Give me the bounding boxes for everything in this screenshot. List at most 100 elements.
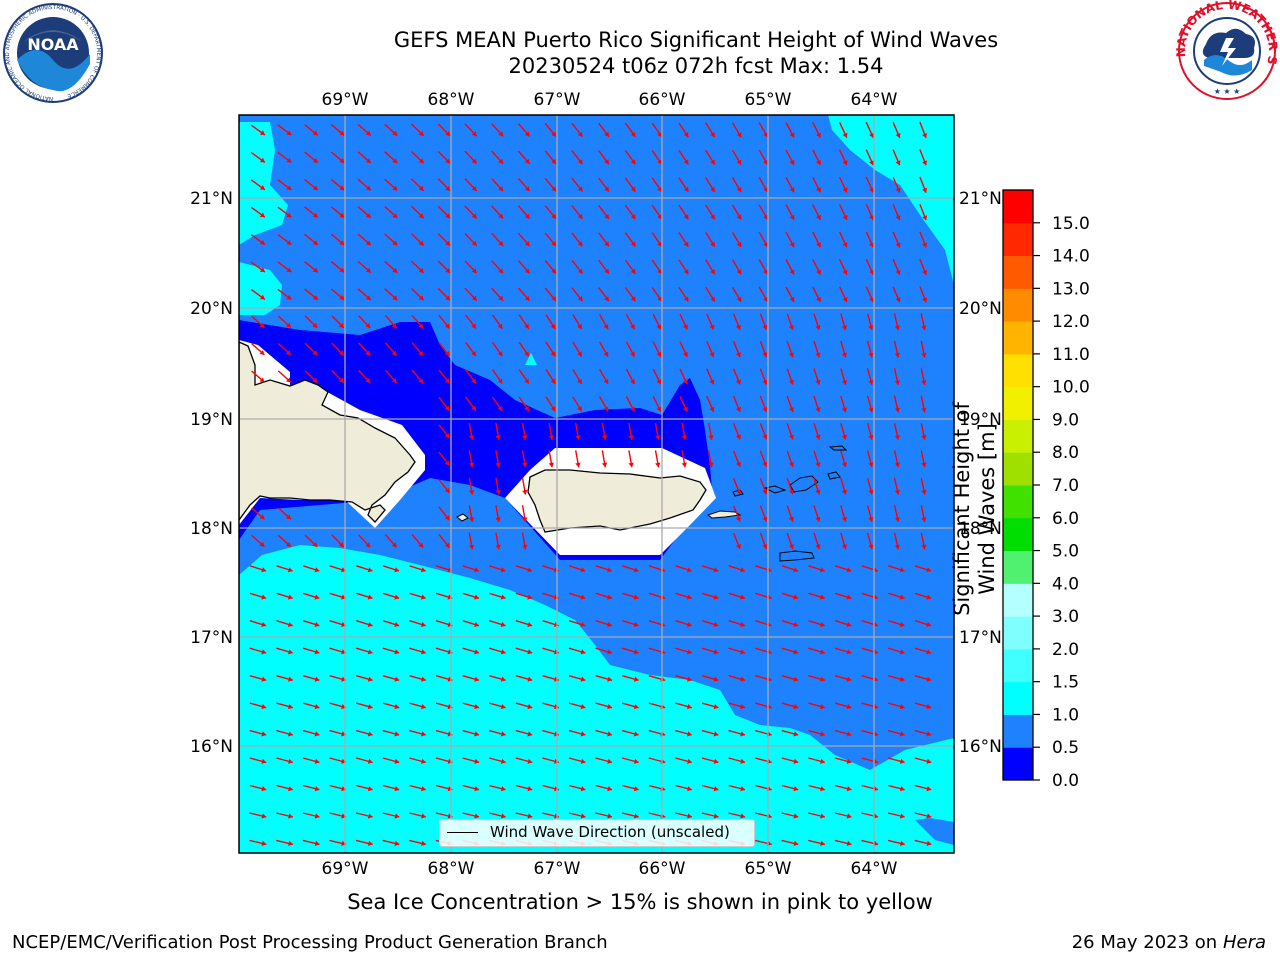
wind-wave-arrowhead	[816, 160, 821, 165]
wind-wave-arrowhead	[899, 621, 905, 627]
wind-wave-arrowhead	[418, 185, 424, 191]
wind-wave-arrowhead	[603, 379, 609, 384]
wind-wave-arrowhead	[498, 268, 504, 274]
wind-wave-arrowhead	[869, 297, 874, 303]
wind-wave-arrowhead	[793, 840, 799, 846]
wind-wave-arrowhead	[604, 159, 609, 165]
wind-wave-arrowhead	[524, 131, 530, 137]
wind-wave-arrowhead	[846, 704, 852, 710]
wind-wave-arrowhead	[577, 296, 583, 302]
wind-wave-arrowhead	[816, 242, 821, 248]
wind-wave-arrowhead	[577, 131, 583, 137]
cyan-south-region	[239, 545, 954, 853]
wind-wave-arrowhead	[527, 621, 533, 627]
wind-wave-arrowhead	[868, 489, 874, 495]
sea-ice-note: Sea Ice Concentration > 15% is shown in …	[347, 890, 933, 914]
wind-wave-arrowhead	[527, 567, 533, 573]
wind-wave-arrowhead	[604, 241, 609, 247]
wind-wave-arrowhead	[815, 516, 821, 522]
wind-wave-arrowhead	[633, 758, 639, 764]
wind-wave-arrowhead	[498, 213, 504, 219]
wind-wave-arrowhead	[686, 567, 692, 573]
wind-wave-arrowhead	[687, 758, 692, 764]
wind-wave-arrowhead	[551, 131, 556, 137]
wind-wave-arrowhead	[921, 407, 927, 413]
wind-wave-arrowhead	[869, 269, 874, 275]
lat-label: 20°N	[959, 299, 1002, 319]
wind-wave-arrowhead	[524, 213, 530, 219]
wind-wave-arrowhead	[894, 435, 900, 440]
wind-wave-arrowhead	[577, 159, 583, 165]
wind-wave-arrowhead	[286, 212, 292, 218]
wind-wave-arrowhead	[286, 267, 292, 273]
wind-wave-arrowhead	[842, 160, 848, 166]
wind-wave-arrowhead	[474, 676, 479, 682]
wind-wave-arrowhead	[815, 434, 821, 440]
noaa-logo: NOAA NATIONAL OCEANIC AND ATMOSPHERIC AD…	[2, 2, 104, 104]
colorbar-tick-label: 6.0	[1052, 509, 1079, 529]
wind-wave-arrowhead	[819, 649, 825, 655]
wind-wave-arrowhead	[762, 516, 768, 522]
wind-wave-arrowhead	[288, 758, 293, 764]
wind-wave-arrowhead	[444, 323, 450, 329]
wind-wave-arrowhead	[365, 213, 371, 218]
wind-wave-arrowhead	[657, 269, 662, 274]
lat-label: 18°N	[959, 519, 1002, 539]
lat-label: 21°N	[959, 189, 1002, 209]
lon-label: 67°W	[534, 859, 581, 879]
wind-wave-arrowhead	[261, 758, 267, 764]
wind-wave-arrowhead	[899, 731, 905, 737]
wind-wave-arrowhead	[869, 187, 874, 193]
wind-wave-arrowhead	[656, 351, 662, 357]
wind-wave-arrowhead	[471, 295, 477, 301]
wind-wave-arrowhead	[338, 350, 344, 356]
wind-wave-arrowhead	[846, 649, 852, 655]
wind-wave-arrowhead	[740, 786, 745, 792]
wind-wave-arrowhead	[868, 544, 874, 550]
wind-wave-arrowhead	[926, 649, 932, 655]
wind-wave-arrowhead	[736, 132, 742, 138]
wind-wave-arrowhead	[259, 514, 265, 520]
lon-label: 68°W	[428, 90, 475, 110]
wind-wave-arrowhead	[709, 324, 715, 330]
island-st-croix	[779, 550, 815, 562]
wind-wave-arrowhead	[444, 515, 450, 521]
wind-wave-arrowhead	[474, 731, 479, 737]
wind-wave-arrowhead	[312, 240, 318, 245]
wind-wave-arrowhead	[607, 786, 612, 792]
wind-wave-arrowhead	[687, 731, 692, 737]
wind-wave-arrowhead	[815, 379, 821, 385]
wind-wave-arrowhead	[500, 813, 506, 819]
wind-wave-arrowhead	[842, 214, 848, 220]
wind-wave-arrowhead	[339, 295, 345, 300]
wind-wave-arrowhead	[500, 594, 506, 600]
wind-wave-arrowhead	[420, 621, 426, 627]
wind-wave-arrowhead	[630, 268, 636, 274]
wind-wave-arrowhead	[630, 159, 636, 165]
wind-wave-arrowhead	[524, 158, 530, 164]
wind-wave-arrowhead	[444, 487, 450, 493]
colorbar-segment	[1003, 288, 1033, 322]
wind-wave-arrowhead	[259, 239, 265, 245]
wind-wave-arrowhead	[418, 542, 424, 548]
wind-wave-arrowhead	[314, 786, 320, 792]
wind-wave-arrowhead	[894, 489, 900, 495]
wind-wave-arrowhead	[312, 322, 318, 328]
colorbar-segment	[1003, 648, 1033, 683]
wind-wave-arrowhead	[788, 489, 794, 495]
wind-wave-arrowhead	[314, 649, 320, 655]
wind-wave-arrowhead	[418, 131, 424, 136]
wind-wave-arrowhead	[471, 213, 477, 219]
wind-wave-arrowhead	[633, 594, 639, 600]
wind-wave-arrowhead	[577, 351, 582, 357]
wind-wave-arrowhead	[710, 296, 715, 302]
wind-wave-arrowhead	[367, 786, 373, 792]
wind-wave-arrowhead	[687, 813, 692, 819]
colorbar-tick-label: 1.5	[1052, 673, 1079, 693]
wind-wave-arrowhead	[314, 594, 320, 600]
wind-wave-arrowhead	[445, 185, 451, 191]
wind-wave-arrowhead	[420, 567, 426, 573]
wind-wave-arrowhead	[815, 407, 821, 413]
colorbar-tick-label: 0.0	[1052, 771, 1079, 791]
wind-wave-arrowhead	[899, 758, 905, 764]
